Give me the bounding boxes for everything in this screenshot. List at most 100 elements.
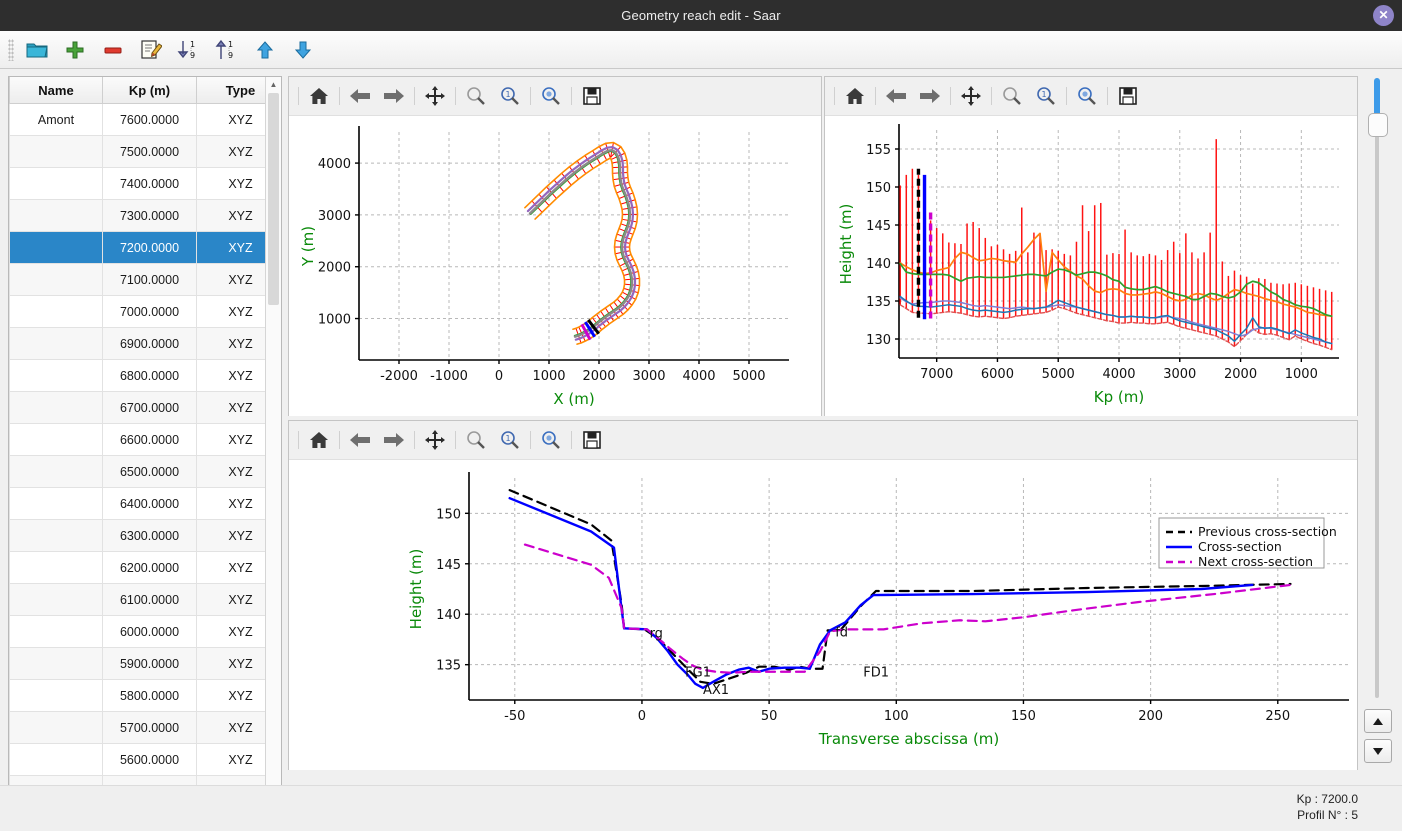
row-kp[interactable]: 6600.0000 [102, 423, 197, 456]
table-row[interactable]: 7500.0000 XYZ [9, 135, 281, 168]
pan-icon[interactable] [418, 425, 452, 455]
sections-table[interactable]: Name Kp (m) Type Amont 7600.0000 XYZ 7500.0… [8, 76, 282, 800]
home-icon[interactable] [302, 425, 336, 455]
zoom-icon[interactable] [459, 81, 493, 111]
row-kp[interactable]: 7100.0000 [102, 263, 197, 296]
forward-arrow-icon[interactable] [377, 425, 411, 455]
zoom-one-icon[interactable]: 1 [493, 425, 527, 455]
row-kp[interactable]: 5900.0000 [102, 647, 197, 680]
row-name[interactable] [9, 615, 103, 648]
pan-icon[interactable] [418, 81, 452, 111]
step-down-button[interactable] [1364, 739, 1392, 763]
row-kp[interactable]: 6400.0000 [102, 487, 197, 520]
row-kp[interactable]: 7200.0000 [102, 231, 197, 264]
row-name[interactable] [9, 679, 103, 712]
row-name[interactable] [9, 743, 103, 776]
back-arrow-icon[interactable] [343, 425, 377, 455]
save-icon[interactable] [575, 425, 609, 455]
cross-section-plot[interactable]: -50 0 50 100 150 200 250 135 140 145 150 Transverse… [289, 460, 1357, 770]
row-kp[interactable]: 7500.0000 [102, 135, 197, 168]
row-name[interactable] [9, 455, 103, 488]
row-kp[interactable]: 7400.0000 [102, 167, 197, 200]
row-name[interactable] [9, 519, 103, 552]
table-row[interactable]: 7300.0000 XYZ [9, 199, 281, 232]
table-scrollbar[interactable]: ▲ ▼ [265, 77, 281, 799]
table-row[interactable]: 5700.0000 XYZ [9, 711, 281, 744]
row-kp[interactable]: 7000.0000 [102, 295, 197, 328]
back-arrow-icon[interactable] [343, 81, 377, 111]
row-name[interactable] [9, 359, 103, 392]
row-kp[interactable]: 5700.0000 [102, 711, 197, 744]
row-name[interactable] [9, 551, 103, 584]
table-row[interactable]: 6300.0000 XYZ [9, 519, 281, 552]
profile-plot[interactable]: 7000 6000 5000 4000 3000 2000 1000 130 135 140 145… [825, 116, 1357, 416]
open-folder-icon[interactable] [20, 35, 54, 65]
add-icon[interactable] [58, 35, 92, 65]
toolbar-grip[interactable] [8, 38, 14, 61]
table-row[interactable]: 7000.0000 XYZ [9, 295, 281, 328]
scrollbar-thumb[interactable] [268, 93, 279, 305]
zoom-icon[interactable] [459, 425, 493, 455]
profile-slider[interactable] [1368, 78, 1388, 698]
table-row[interactable]: 5800.0000 XYZ [9, 679, 281, 712]
table-row[interactable]: 7200.0000 XYZ [9, 231, 281, 264]
home-icon[interactable] [838, 81, 872, 111]
row-name[interactable] [9, 295, 103, 328]
move-down-icon[interactable] [286, 35, 320, 65]
table-row[interactable]: 6400.0000 XYZ [9, 487, 281, 520]
row-name[interactable] [9, 647, 103, 680]
table-row[interactable]: 5900.0000 XYZ [9, 647, 281, 680]
table-row[interactable]: 5600.0000 XYZ [9, 743, 281, 776]
row-kp[interactable]: 6500.0000 [102, 455, 197, 488]
row-name[interactable] [9, 263, 103, 296]
table-row[interactable]: Amont 7600.0000 XYZ [9, 103, 281, 136]
zoom-one-icon[interactable]: 1 [1029, 81, 1063, 111]
plan-view-plot[interactable]: -2000 -1000 0 1000 2000 3000 4000 5000 1000 2000 3… [289, 116, 821, 416]
row-kp[interactable]: 7300.0000 [102, 199, 197, 232]
table-row[interactable]: 6700.0000 XYZ [9, 391, 281, 424]
zoom-one-icon[interactable]: 1 [493, 81, 527, 111]
row-kp[interactable]: 5600.0000 [102, 743, 197, 776]
slider-handle[interactable] [1368, 113, 1388, 137]
table-row[interactable]: 6000.0000 XYZ [9, 615, 281, 648]
forward-arrow-icon[interactable] [377, 81, 411, 111]
row-name[interactable] [9, 487, 103, 520]
pan-icon[interactable] [954, 81, 988, 111]
zoom-region-icon[interactable] [534, 81, 568, 111]
table-row[interactable]: 7400.0000 XYZ [9, 167, 281, 200]
table-row[interactable]: 6800.0000 XYZ [9, 359, 281, 392]
forward-arrow-icon[interactable] [913, 81, 947, 111]
column-header-name[interactable]: Name [9, 77, 103, 104]
row-name[interactable] [9, 391, 103, 424]
row-kp[interactable]: 7600.0000 [102, 103, 197, 136]
zoom-region-icon[interactable] [534, 425, 568, 455]
move-up-icon[interactable] [248, 35, 282, 65]
table-row[interactable]: 6500.0000 XYZ [9, 455, 281, 488]
row-name[interactable] [9, 423, 103, 456]
row-name[interactable] [9, 583, 103, 616]
table-row[interactable]: 6200.0000 XYZ [9, 551, 281, 584]
row-kp[interactable]: 6100.0000 [102, 583, 197, 616]
back-arrow-icon[interactable] [879, 81, 913, 111]
table-row[interactable]: 7100.0000 XYZ [9, 263, 281, 296]
row-name[interactable]: Amont [9, 103, 103, 136]
row-kp[interactable]: 6200.0000 [102, 551, 197, 584]
close-icon[interactable]: ✕ [1373, 5, 1394, 26]
zoom-icon[interactable] [995, 81, 1029, 111]
row-name[interactable] [9, 135, 103, 168]
remove-icon[interactable] [96, 35, 130, 65]
home-icon[interactable] [302, 81, 336, 111]
row-kp[interactable]: 5800.0000 [102, 679, 197, 712]
step-up-button[interactable] [1364, 709, 1392, 733]
row-name[interactable] [9, 199, 103, 232]
row-kp[interactable]: 6300.0000 [102, 519, 197, 552]
edit-icon[interactable] [134, 35, 168, 65]
row-kp[interactable]: 6900.0000 [102, 327, 197, 360]
sort-ascending-icon[interactable]: 1 : 9 [210, 35, 244, 65]
scroll-up-icon[interactable]: ▲ [269, 80, 278, 89]
save-icon[interactable] [1111, 81, 1145, 111]
save-icon[interactable] [575, 81, 609, 111]
table-row[interactable]: 6600.0000 XYZ [9, 423, 281, 456]
sort-descending-icon[interactable]: 1 : 9 [172, 35, 206, 65]
row-kp[interactable]: 6700.0000 [102, 391, 197, 424]
